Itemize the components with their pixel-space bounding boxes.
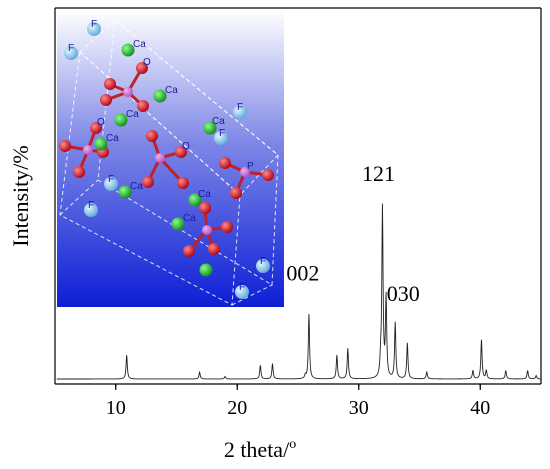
svg-text:F: F xyxy=(239,282,245,293)
peak-label-002: 002 xyxy=(286,260,319,285)
fluorine-atoms xyxy=(64,22,270,299)
svg-text:F: F xyxy=(237,102,243,113)
svg-text:O: O xyxy=(143,57,151,68)
calcium-atoms xyxy=(94,43,217,277)
peak-label-030: 030 xyxy=(387,281,420,306)
x-axis-title: 2 theta/o xyxy=(224,437,296,462)
svg-text:Ca: Ca xyxy=(212,116,225,127)
svg-text:Ca: Ca xyxy=(183,213,196,224)
svg-text:O: O xyxy=(97,117,105,128)
peak-label-121: 121 xyxy=(362,161,395,186)
xrd-pattern-line xyxy=(56,203,541,380)
svg-text:O: O xyxy=(182,141,190,152)
x-tick-label: 40 xyxy=(470,397,490,419)
svg-text:Ca: Ca xyxy=(130,181,143,192)
svg-text:Ca: Ca xyxy=(126,109,139,120)
inset-background xyxy=(57,10,284,307)
cell-edge-b xyxy=(231,284,273,306)
svg-text:Ca: Ca xyxy=(165,85,178,96)
phosphorus-atoms xyxy=(83,87,250,235)
svg-text:Ca: Ca xyxy=(133,39,146,50)
cell-edge-a xyxy=(59,179,99,216)
svg-text:F: F xyxy=(88,200,94,211)
svg-text:F: F xyxy=(260,256,266,267)
oxygen-atoms xyxy=(59,62,274,257)
x-tick-label: 10 xyxy=(106,397,126,419)
svg-text:F: F xyxy=(91,19,97,30)
svg-text:F: F xyxy=(108,174,114,185)
svg-text:F: F xyxy=(219,128,225,139)
plot-frame xyxy=(54,7,542,385)
x-ticks: 10 20 30 40 xyxy=(106,384,490,419)
y-axis-title: Intensity/% xyxy=(8,145,33,246)
x-tick-label: 30 xyxy=(349,397,369,419)
svg-text:Ca: Ca xyxy=(198,189,211,200)
x-tick-label: 20 xyxy=(227,397,247,419)
crystal-structure-inset: F F F F F F F F Ca Ca Ca Ca Ca Ca Ca Ca … xyxy=(57,10,284,307)
atom-labels: F F F F F F F F Ca Ca Ca Ca Ca Ca Ca Ca … xyxy=(68,19,266,293)
peak-annotations: 002 121 030 xyxy=(286,161,419,306)
svg-text:F: F xyxy=(68,43,74,54)
svg-text:P: P xyxy=(247,161,254,172)
svg-text:Ca: Ca xyxy=(106,133,119,144)
